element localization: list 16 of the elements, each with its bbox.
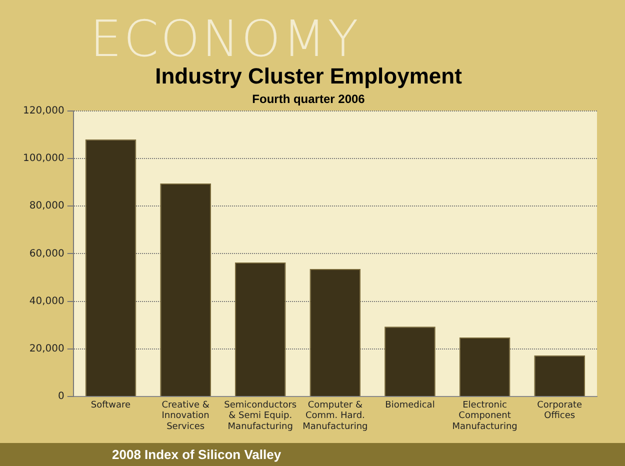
x-tick-label: Electronic Component Manufacturing <box>452 400 518 432</box>
x-tick-label: Biomedical <box>385 400 435 410</box>
y-tick-label: 20,000 <box>29 344 64 355</box>
chart-subtitle: Fourth quarter 2006 <box>252 92 366 106</box>
y-tick-label: 80,000 <box>29 200 64 212</box>
x-tick-label: Corporate Offices <box>537 400 583 422</box>
y-tick-label: 0 <box>58 391 64 402</box>
x-tick-label: Software <box>90 400 132 410</box>
y-tick-label: 120,000 <box>22 105 64 116</box>
y-tick-label: 100,000 <box>22 153 64 164</box>
y-tick-label: 40,000 <box>29 296 64 307</box>
x-tick-label: Creative & Innovation Services <box>162 400 210 432</box>
x-tick-label: Computer & Comm. Hard. Manufacturing <box>302 400 368 432</box>
x-tick-label: Semiconductors & Semi Equip. Manufacturing <box>224 400 297 432</box>
y-tick-label: 60,000 <box>29 248 64 260</box>
text: 2008 Index of Silicon Valley <box>112 447 282 462</box>
